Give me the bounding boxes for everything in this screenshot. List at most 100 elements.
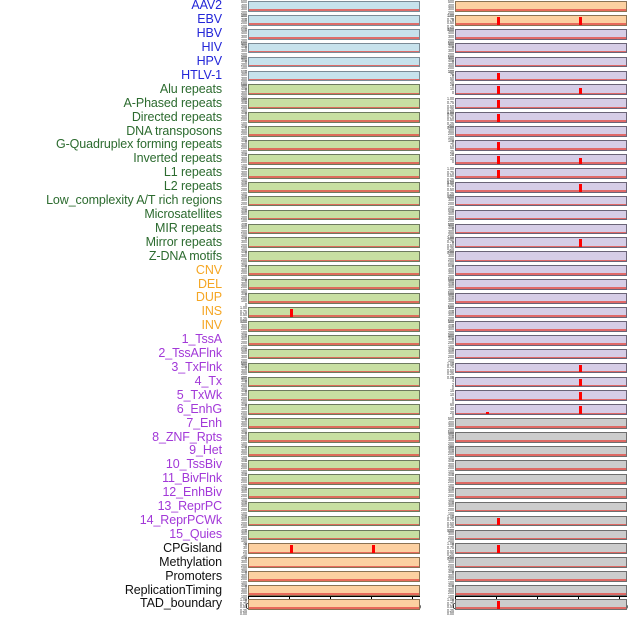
y-axis-left-30: 400 300 200 100 0 (228, 417, 248, 436)
track-baseline (249, 245, 419, 248)
peak-bar (372, 545, 376, 554)
y-tick-label: 0 (245, 44, 247, 51)
track-box (455, 515, 627, 527)
y-tick-label: 200 (241, 590, 247, 596)
track-right-24 (455, 334, 627, 346)
y-tick-label: 200 (448, 218, 454, 224)
y-tick-label: 0.25 (447, 176, 454, 183)
y-tick-label: 400 (448, 30, 454, 36)
y-tick-label: 400 (241, 277, 247, 283)
y-axis-left-2: 500 400 300 200 100 0 (228, 27, 248, 49)
y-tick-label: 200 (448, 315, 454, 322)
y-tick-label: 400 (241, 221, 247, 227)
track-box (248, 390, 420, 402)
track-right-8 (455, 112, 627, 123)
peak-bar (579, 157, 583, 164)
track-left-36 (248, 501, 420, 513)
y-tick-label: 400 (448, 458, 454, 464)
y-tick-label: 300 (448, 270, 454, 276)
y-axis-left-13: 400 300 200 100 0 (228, 180, 248, 199)
track-right-5 (455, 70, 627, 82)
y-tick-label: 300 (241, 252, 247, 259)
track-baseline (249, 412, 419, 415)
y-tick-label: 0.00 (240, 319, 247, 325)
y-tick-label: 300 (448, 197, 454, 203)
y-tick-label: 200 (241, 381, 247, 388)
y-tick-label: 0.50 (447, 187, 454, 193)
y-tick-label: 300 (241, 225, 247, 231)
y-axis-right-20: 500 400 300 200 100 0 (435, 278, 455, 300)
y-tick-label: 400 (448, 266, 454, 273)
track-box (455, 195, 627, 207)
track-box (455, 98, 627, 110)
track-label-12-enhbiv: 12_EnhBiv (162, 485, 222, 500)
y-tick-label: 0.75 (447, 545, 454, 551)
y-tick-label: 0 (452, 434, 454, 440)
y-tick-label: 200 (241, 131, 247, 137)
track-box (455, 487, 627, 499)
y-tick-label: 100 (241, 121, 247, 127)
y-tick-label: 0 (452, 336, 454, 343)
y-tick-label: 0 (452, 309, 454, 315)
y-tick-label: 100 (241, 399, 247, 405)
track-left-43 (248, 599, 420, 610)
y-tick-label: 200 (448, 329, 454, 336)
y-tick-label: 75 (450, 72, 454, 78)
y-tick-label: 300 (241, 461, 247, 468)
track-baseline (456, 537, 626, 540)
y-tick-label: 0 (452, 583, 454, 590)
y-axis-right-36: 400 300 200 100 0 (435, 500, 455, 519)
y-tick-label: 300 (448, 312, 454, 318)
y-tick-label: 0.50 (240, 312, 247, 318)
track-baseline (249, 106, 419, 109)
peak-bar (579, 16, 583, 25)
y-tick-label: 0.50 (447, 173, 454, 179)
y-tick-label: 200 (241, 20, 247, 26)
track-left-28 (248, 390, 420, 402)
y-tick-label: 100 (241, 440, 247, 447)
track-baseline (456, 176, 626, 178)
y-tick-label: 0.50 (447, 604, 454, 610)
track-right-27 (455, 376, 627, 388)
track-baseline (456, 190, 626, 192)
track-box (455, 140, 627, 151)
y-tick-label: 100 (448, 235, 454, 242)
y-tick-label: 200 (448, 479, 454, 485)
y-tick-label: 50 (450, 75, 454, 82)
track-box (248, 195, 420, 207)
y-tick-label: 0 (452, 472, 454, 478)
y-tick-label: 300 (448, 461, 454, 468)
y-axis-left-41: 400 300 200 100 0 (228, 570, 248, 589)
track-box (248, 56, 420, 68)
track-baseline (249, 496, 419, 498)
y-tick-label: 100 (241, 298, 247, 304)
peak-bar (579, 406, 583, 415)
y-tick-label: 100 (448, 291, 454, 297)
y-tick-label: 300 (448, 437, 454, 443)
y-tick-label: 100 (448, 138, 454, 144)
track-baseline (456, 273, 626, 275)
track-left-16 (248, 223, 420, 235)
track-right-14 (455, 195, 627, 207)
y-tick-label: 200 (448, 534, 454, 541)
y-tick-label: 0.00 (447, 611, 454, 617)
track-baseline (249, 593, 419, 595)
y-tick-label: 400 (448, 308, 454, 315)
y-tick-label: 1.00 (447, 110, 454, 116)
y-tick-label: 200 (241, 228, 247, 235)
y-tick-label: 200 (241, 93, 247, 99)
y-tick-label: 20 (450, 409, 454, 415)
track-right-36 (455, 501, 627, 513)
track-box (455, 529, 627, 541)
track-box (248, 307, 420, 318)
y-tick-label: 100 (241, 593, 247, 600)
y-axis-right-23: 500 400 300 200 100 0 (435, 319, 455, 341)
track-baseline (249, 468, 419, 470)
y-axis-right-40: 400 300 200 100 0 (435, 556, 455, 575)
track-label-aav2: AAV2 (191, 0, 222, 13)
y-tick-label: 300 (241, 336, 247, 342)
y-tick-label: 0 (245, 541, 247, 548)
y-axis-right-11: 20 10 0 (435, 153, 455, 165)
track-box (455, 362, 627, 374)
y-tick-label: 0.00 (447, 555, 454, 562)
